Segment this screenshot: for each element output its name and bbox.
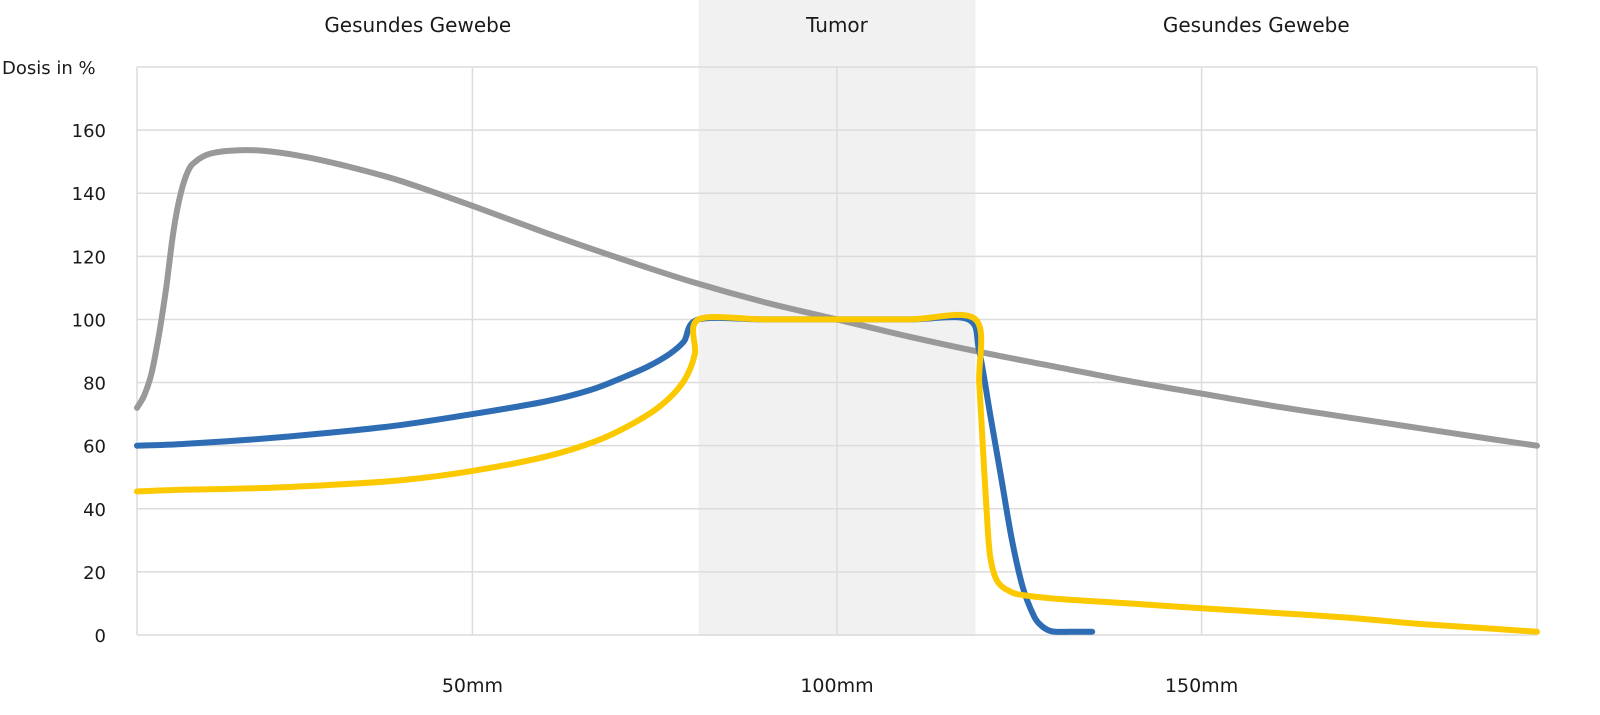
y-tick-label-7: 140: [72, 184, 106, 205]
x-tick-label-1: 100mm: [800, 675, 873, 697]
y-tick-label-5: 100: [72, 310, 106, 331]
series-layer: [134, 147, 1540, 635]
grid-layer: [136, 66, 1538, 636]
region-label-2: Gesundes Gewebe: [1163, 13, 1350, 37]
y-tick-label-4: 80: [83, 374, 106, 395]
y-tick-label-3: 60: [83, 437, 106, 458]
region-label-0: Gesundes Gewebe: [324, 13, 511, 37]
y-tick-label-6: 120: [72, 247, 106, 268]
y-tick-label-1: 20: [83, 563, 106, 584]
region-label-1: Tumor: [805, 13, 869, 37]
y-tick-label-2: 40: [83, 500, 106, 521]
y-axis-title: Dosis in %: [2, 58, 96, 79]
x-tick-label-2: 150mm: [1165, 675, 1238, 697]
series-line-2: [134, 311, 1540, 635]
label-layer: Dosis in % Gesundes Gewebe Tumor Gesundes …: [2, 13, 1350, 697]
y-tick-label-0: 0: [95, 626, 106, 647]
y-tick-label-8: 160: [72, 121, 106, 142]
series-line-0: [134, 147, 1540, 449]
x-tick-label-0: 50mm: [442, 675, 503, 697]
